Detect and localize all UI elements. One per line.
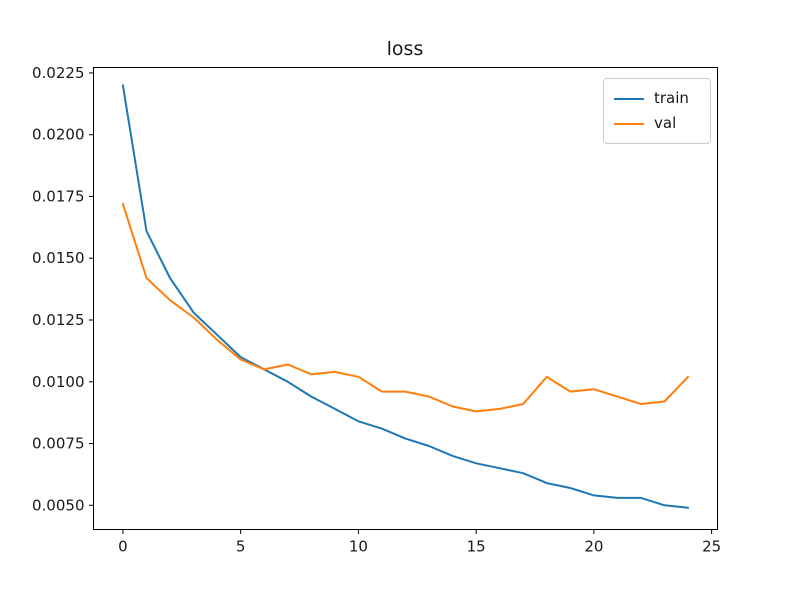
legend: train val: [603, 78, 711, 144]
x-tick-label-3: 15: [467, 538, 486, 556]
y-tick-label-5: 0.0175: [32, 187, 85, 205]
legend-label-train: train: [654, 89, 689, 107]
chart-title: loss: [386, 38, 424, 60]
axes-frame: [93, 67, 718, 530]
legend-line-swatch-val: [614, 122, 644, 125]
legend-label-val: val: [654, 114, 677, 132]
y-tick-label-1: 0.0075: [32, 435, 85, 453]
val-line: [121, 202, 690, 413]
y-tick-label-2: 0.0100: [32, 373, 85, 391]
y-tick-label-7: 0.0225: [32, 64, 85, 82]
y-tick-label-6: 0.0200: [32, 126, 85, 144]
legend-item-train: train: [614, 86, 700, 111]
y-tick-label-4: 0.0150: [32, 249, 85, 267]
legend-line-swatch-train: [614, 97, 644, 100]
x-tick-label-2: 10: [349, 538, 368, 556]
x-tick-label-5: 25: [702, 538, 721, 556]
train-line: [121, 84, 690, 509]
y-tick-label-3: 0.0125: [32, 311, 85, 329]
y-tick-label-0: 0.0050: [32, 496, 85, 514]
x-tick-label-4: 20: [584, 538, 603, 556]
x-tick-label-1: 5: [236, 538, 246, 556]
legend-item-val: val: [614, 111, 700, 136]
x-tick-label-0: 0: [118, 538, 128, 556]
